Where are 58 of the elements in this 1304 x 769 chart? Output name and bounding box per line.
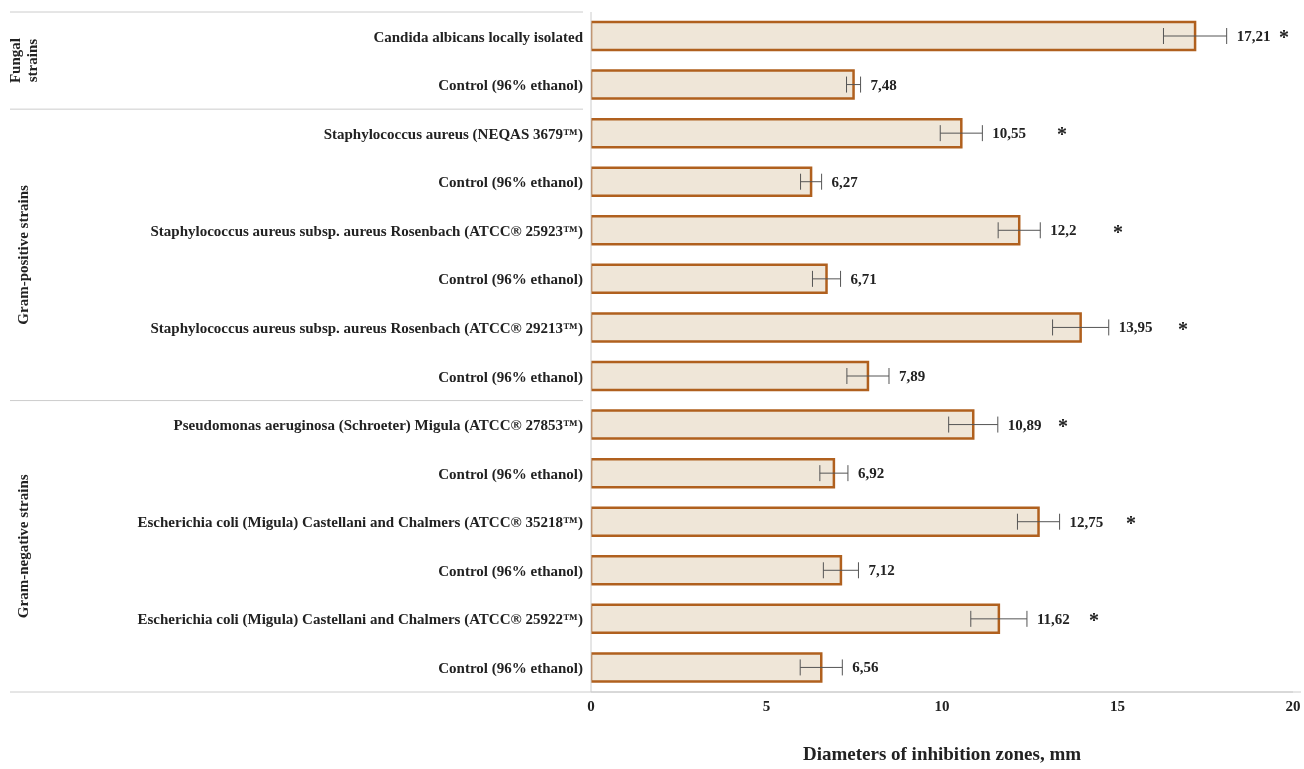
x-tick-label: 0 <box>587 697 595 714</box>
bar <box>591 506 1040 537</box>
bar <box>591 457 836 489</box>
bar <box>591 360 870 392</box>
x-axis-title: Diameters of inhibition zones, mm <box>802 743 1082 764</box>
data-label: 13,95 <box>1118 319 1153 336</box>
bar <box>591 263 828 295</box>
data-label: 6,71 <box>850 270 877 287</box>
data-label: 7,89 <box>899 368 926 384</box>
data-label: 10,89 <box>1007 416 1042 433</box>
data-label: 10,55 <box>992 125 1027 142</box>
y-tick-label: Control (96% ethanol) <box>438 174 583 192</box>
bar <box>591 117 963 149</box>
y-tick-label: Control (96% ethanol) <box>438 271 583 289</box>
y-tick-label: Staphylococcus aureus subsp. aureus Rosenbach (ATCC® 29213™) <box>150 320 583 338</box>
x-tick-label: 15 <box>1110 697 1125 714</box>
bar <box>591 20 1197 52</box>
x-tick-label: 20 <box>1285 697 1301 714</box>
annotation: * <box>1089 609 1099 632</box>
bar <box>591 652 823 683</box>
y-tick-label: Control (96% ethanol) <box>438 368 583 386</box>
y-tick-label: Escherichia coli (Migula) Castellani and Chalmers (ATCC® 35218™) <box>137 514 583 532</box>
y-tick-label: Control (96% ethanol) <box>438 562 583 580</box>
y-tick-label: Control (96% ethanol) <box>438 660 583 678</box>
y-tick-label: Pseudomonas aeruginosa (Schroeter) Migula (ATCC® 27853™) <box>173 417 583 435</box>
y-tick-label: Escherichia coli (Migula) Castellani and Chalmers (ATCC® 25922™) <box>137 611 583 629</box>
bar <box>591 312 1082 343</box>
data-label: 7,12 <box>868 562 895 579</box>
annotation: * <box>1126 512 1136 534</box>
data-label: 7,48 <box>870 76 897 93</box>
data-label: 6,27 <box>831 173 859 190</box>
text: Gram-negative strains <box>15 474 31 619</box>
data-label: 6,92 <box>857 465 885 482</box>
text: Gram-positive strains <box>15 184 31 325</box>
x-tick-label: 5 <box>762 697 771 714</box>
bar <box>591 603 1001 635</box>
data-label: 12,75 <box>1069 513 1104 530</box>
annotation: * <box>1279 26 1289 49</box>
text: Fungal strains <box>7 38 40 84</box>
y-tick-label: Control (96% ethanol) <box>438 77 583 95</box>
bar <box>591 215 1021 246</box>
y-tick-label: Control (96% ethanol) <box>438 465 583 483</box>
bar <box>591 69 855 100</box>
y-tick-label: Staphylococcus aureus subsp. aureus Rosenbach (ATCC® 25923™) <box>150 222 583 240</box>
annotation: * <box>1113 220 1123 243</box>
bar <box>591 166 813 197</box>
bar <box>591 409 975 440</box>
y-tick-label: Staphylococcus aureus (NEQAS 3679™) <box>323 125 583 143</box>
y-tick-label: Candida albicans locally isolated <box>373 28 584 45</box>
annotation: * <box>1058 414 1068 437</box>
data-label: 6,56 <box>852 659 880 676</box>
data-label: 11,62 <box>1036 610 1070 627</box>
bar <box>591 555 843 586</box>
annotation: * <box>1178 317 1188 340</box>
annotation: * <box>1057 123 1067 146</box>
data-label: 12,2 <box>1050 222 1077 239</box>
data-label: 17,21 <box>1236 28 1271 44</box>
x-tick-label: 10 <box>934 697 950 714</box>
